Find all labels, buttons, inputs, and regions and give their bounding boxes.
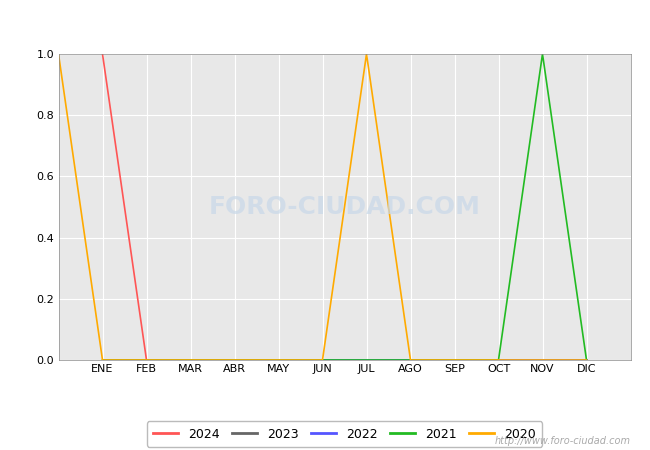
Legend: 2024, 2023, 2022, 2021, 2020: 2024, 2023, 2022, 2021, 2020 <box>147 421 542 447</box>
Text: http://www.foro-ciudad.com: http://www.foro-ciudad.com <box>495 436 630 446</box>
Text: Matriculaciones de Vehiculos en Valdeavellano: Matriculaciones de Vehiculos en Valdeave… <box>131 14 519 32</box>
Text: FORO-CIUDAD.COM: FORO-CIUDAD.COM <box>209 195 480 219</box>
